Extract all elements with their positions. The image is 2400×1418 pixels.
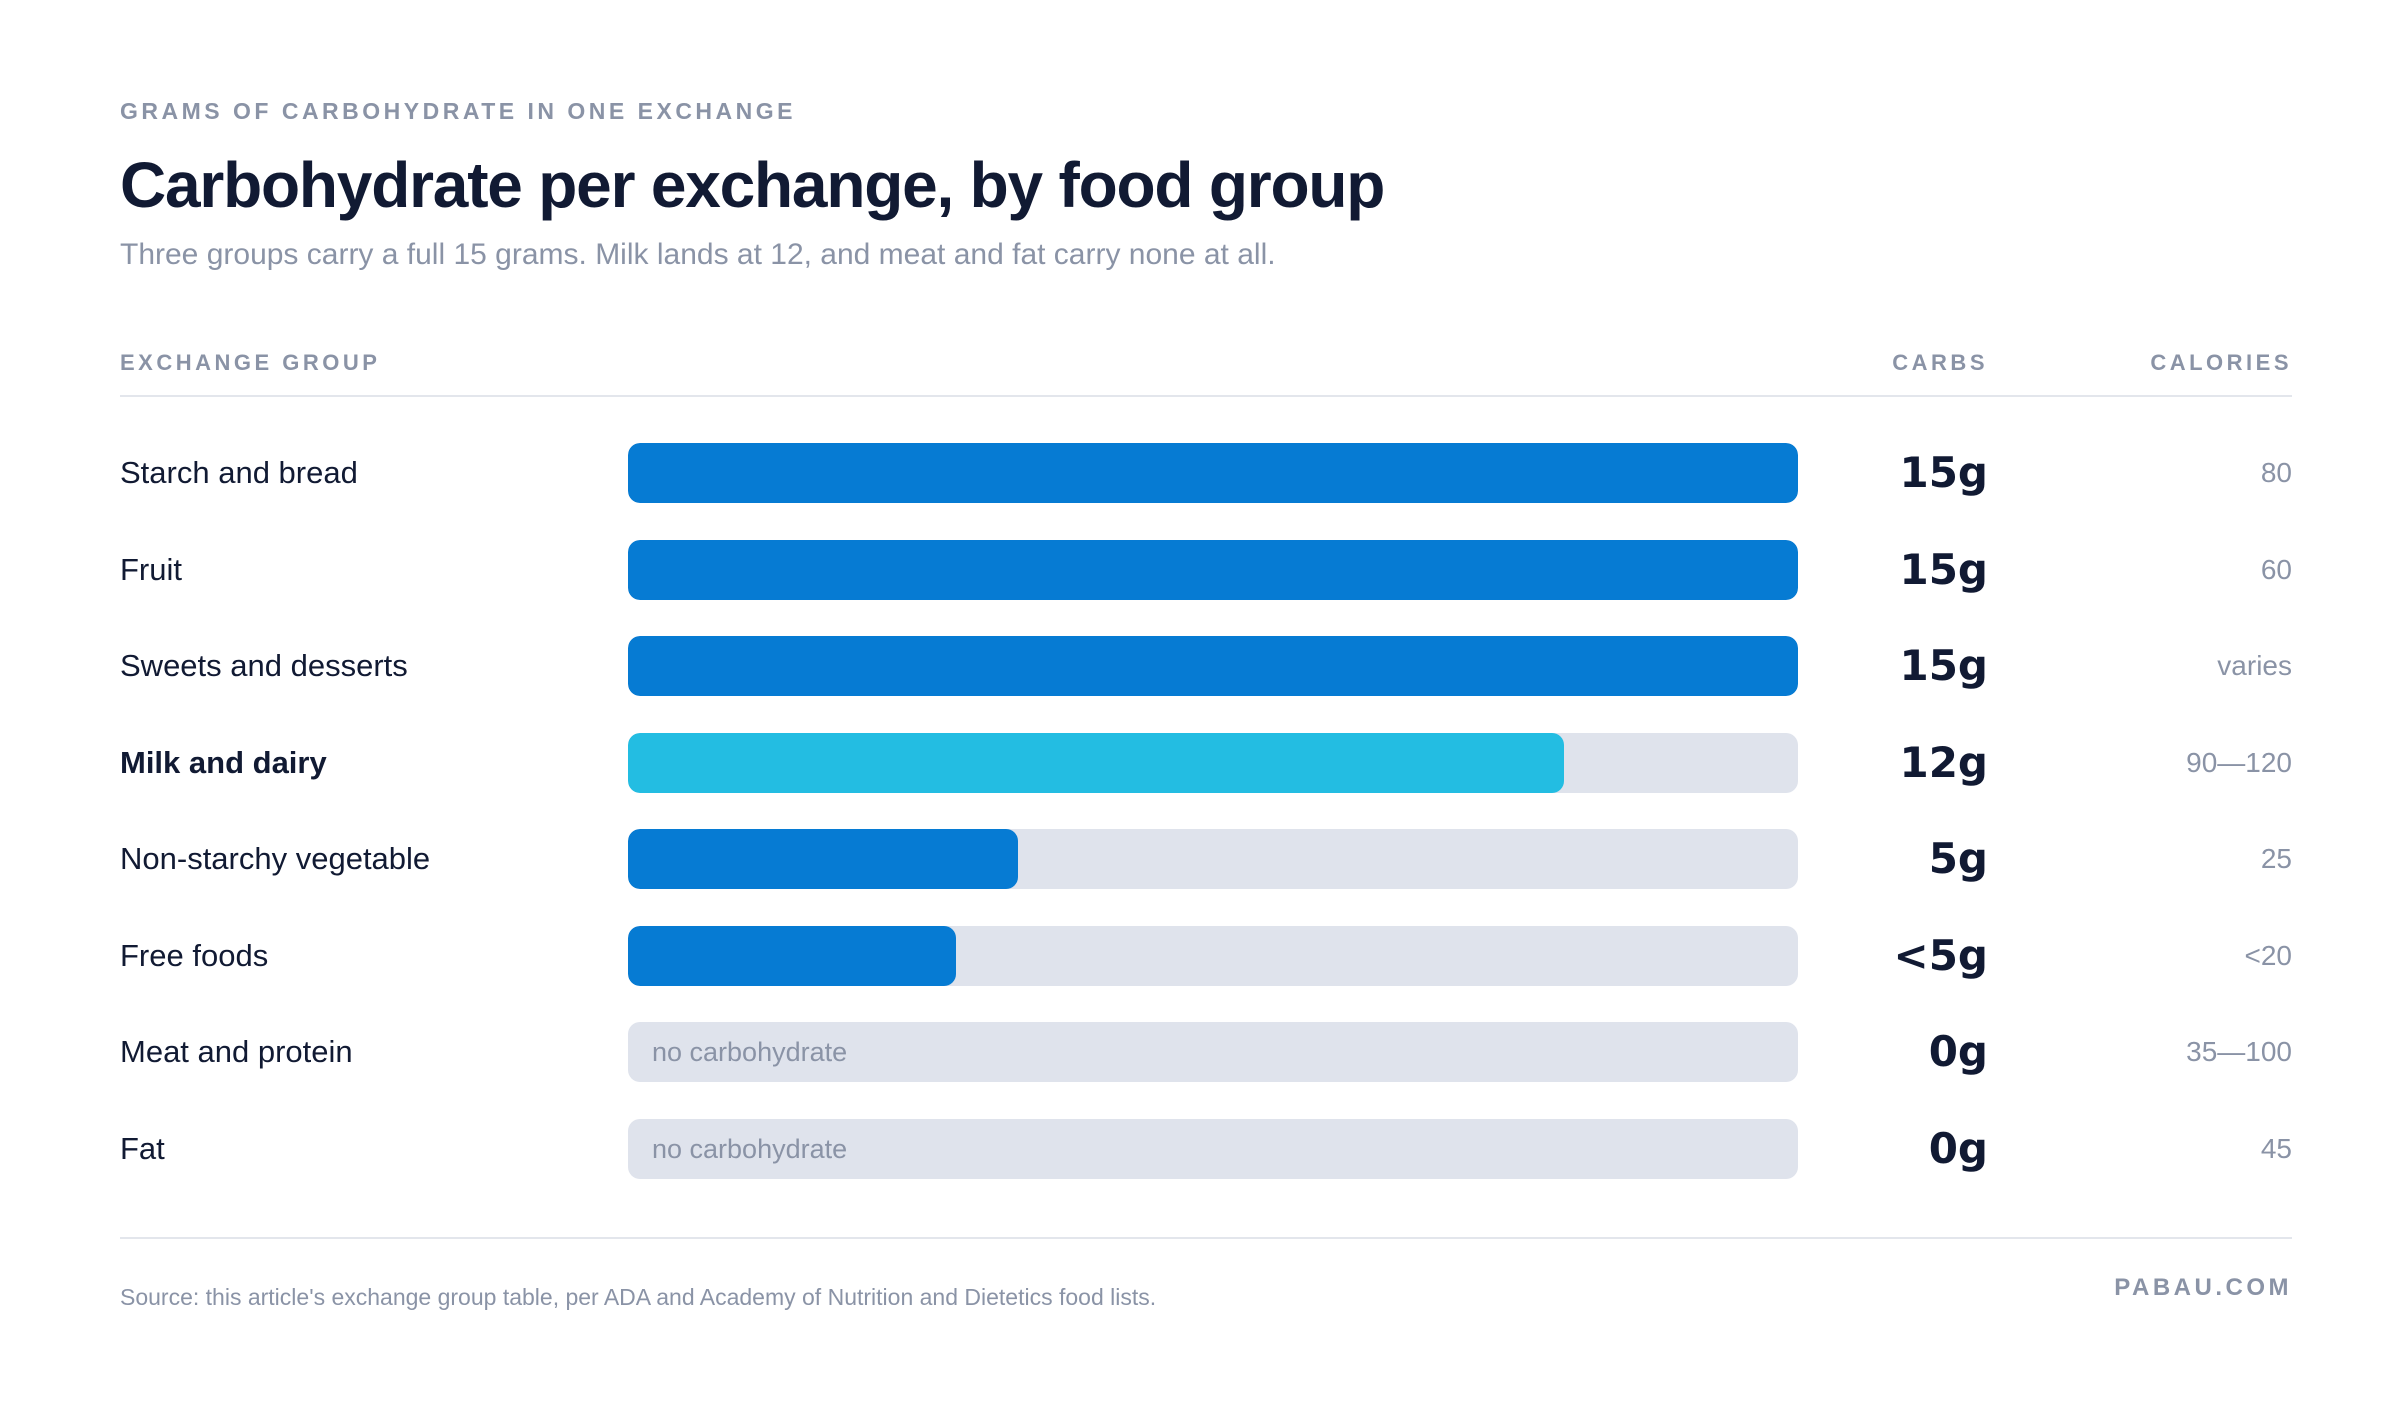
bar: [628, 925, 956, 986]
calories-value: 25: [2260, 843, 2292, 874]
row-label: Non-starchy vegetable: [120, 841, 431, 876]
chart-title: Carbohydrate per exchange, by food group: [120, 149, 1385, 221]
carbs-value: 5g: [1928, 834, 1988, 883]
footer-divider: [120, 1237, 2292, 1239]
bar-row: Meat and protein no carbohydrate 0g 35—100: [0, 1022, 2400, 1082]
bar-note: no carbohydrate: [652, 1133, 848, 1164]
row-label: Milk and dairy: [120, 744, 327, 780]
column-header-calories: CALORIES: [2150, 350, 2292, 375]
bar-track: [628, 636, 1798, 696]
carbs-value: 15g: [1899, 641, 1988, 690]
brand-label: PABAU.COM: [2114, 1274, 2292, 1301]
bar-row: Starch and bread 15g 80: [0, 443, 2400, 503]
bar-note: no carbohydrate: [652, 1037, 848, 1067]
bar-track: no carbohydrate: [628, 1022, 1798, 1082]
row-label: Sweets and desserts: [120, 648, 408, 683]
bar-track: [628, 732, 1798, 793]
row-label: Free foods: [120, 937, 269, 973]
carbs-value: 0g: [1928, 1027, 1988, 1076]
bar: [628, 636, 1798, 696]
bar-row: Free foods <5g <20: [0, 925, 2400, 986]
carbs-value: 12g: [1899, 737, 1988, 787]
column-header-group: EXCHANGE GROUP: [120, 350, 381, 375]
row-label: Starch and bread: [120, 455, 358, 490]
carbs-value: <5g: [1893, 930, 1988, 980]
bar-track: [628, 925, 1798, 986]
row-label: Fruit: [120, 551, 182, 587]
calories-value: varies: [2217, 650, 2292, 681]
calories-value: 35—100: [2186, 1036, 2292, 1067]
calories-value: <20: [2244, 939, 2293, 971]
calories-value: 60: [2260, 553, 2292, 585]
bar: [628, 539, 1798, 600]
bar: [628, 443, 1798, 503]
row-label: Meat and protein: [120, 1034, 353, 1069]
source-note: Source: this article's exchange group ta…: [120, 1284, 1157, 1310]
bar-track: [628, 443, 1798, 503]
bar-row: Milk and dairy 12g 90—120: [0, 732, 2400, 793]
bar-track: [628, 539, 1798, 600]
bar-row: Fat no carbohydrate 0g 45: [0, 1118, 2400, 1179]
bar-row: Sweets and desserts 15g varies: [0, 636, 2400, 696]
bar-track: [628, 829, 1798, 889]
row-label: Fat: [120, 1130, 165, 1166]
bar: [628, 829, 1018, 889]
bar-row: Non-starchy vegetable 5g 25: [0, 829, 2400, 889]
calories-value: 80: [2260, 457, 2292, 488]
chart-subtitle: Three groups carry a full 15 grams. Milk…: [120, 238, 1276, 271]
carbs-value: 15g: [1899, 448, 1988, 497]
carbs-value: 15g: [1899, 544, 1988, 594]
bar: [628, 732, 1564, 793]
calories-value: 90—120: [2186, 746, 2292, 778]
column-header-carbs: CARBS: [1892, 350, 1988, 375]
calories-value: 45: [2260, 1132, 2292, 1164]
bar-track: no carbohydrate: [628, 1118, 1798, 1179]
header-divider: [120, 395, 2292, 397]
bar-row: Fruit 15g 60: [0, 539, 2400, 600]
chart-eyebrow: GRAMS OF CARBOHYDRATE IN ONE EXCHANGE: [120, 98, 796, 124]
carbs-value: 0g: [1928, 1123, 1988, 1173]
